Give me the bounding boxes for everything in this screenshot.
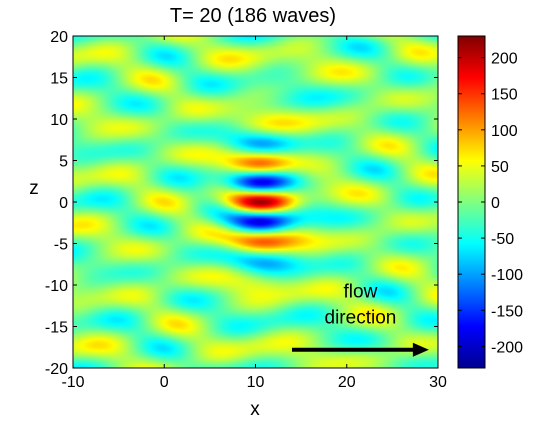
- colorbar-tick-label: 100: [491, 123, 518, 140]
- y-tick-label: 20: [50, 29, 68, 46]
- colorbar-tick-label: 200: [491, 51, 518, 68]
- colorbar-tick-label: 0: [491, 195, 500, 212]
- x-tick-label: 20: [338, 374, 356, 391]
- heatmap-field: [73, 36, 438, 368]
- colorbar-tick-label: 50: [491, 159, 509, 176]
- colorbar-ticks: 200 150 100 50 0 -50 -100 -150 -200: [458, 51, 523, 356]
- x-tick-label: 10: [247, 374, 265, 391]
- colorbar-tick-label: -150: [491, 303, 523, 320]
- annotation-line2: direction: [325, 308, 397, 329]
- y-tick-label: -15: [45, 320, 68, 337]
- plot-area: flow direction: [72, 35, 439, 369]
- y-tick-label: 0: [59, 195, 68, 212]
- colorbar-gradient: [457, 35, 486, 369]
- y-axis-label: z: [29, 178, 39, 199]
- y-tick-label: 10: [50, 112, 68, 129]
- chart-title: T= 20 (186 waves): [170, 5, 336, 27]
- y-tick-label: 15: [50, 71, 68, 88]
- colorbar-tick-label: 150: [491, 87, 518, 104]
- x-axis-label: x: [250, 399, 260, 420]
- flow-direction-annotation: flow direction: [292, 282, 429, 357]
- y-tick-label: -20: [45, 361, 68, 378]
- x-tick-label: 0: [160, 374, 169, 391]
- colorbar-tick-label: -200: [491, 339, 523, 356]
- y-axis-ticks: -20 -15 -10 -5 0 5 10 15 20: [45, 29, 438, 378]
- flow-arrowhead: [412, 342, 429, 357]
- x-axis-ticks: -10 0 10 20 30: [61, 36, 447, 391]
- x-tick-label: 30: [429, 374, 447, 391]
- y-tick-label: -5: [54, 237, 68, 254]
- annotation-line1: flow: [344, 282, 378, 303]
- x-tick-label: -10: [61, 374, 84, 391]
- colorbar-tick-label: -50: [491, 231, 514, 248]
- y-tick-label: -10: [45, 278, 68, 295]
- y-tick-label: 5: [59, 154, 68, 171]
- colorbar-tick-label: -100: [491, 267, 523, 284]
- colorbar: 200 150 100 50 0 -50 -100 -150 -200: [457, 35, 523, 369]
